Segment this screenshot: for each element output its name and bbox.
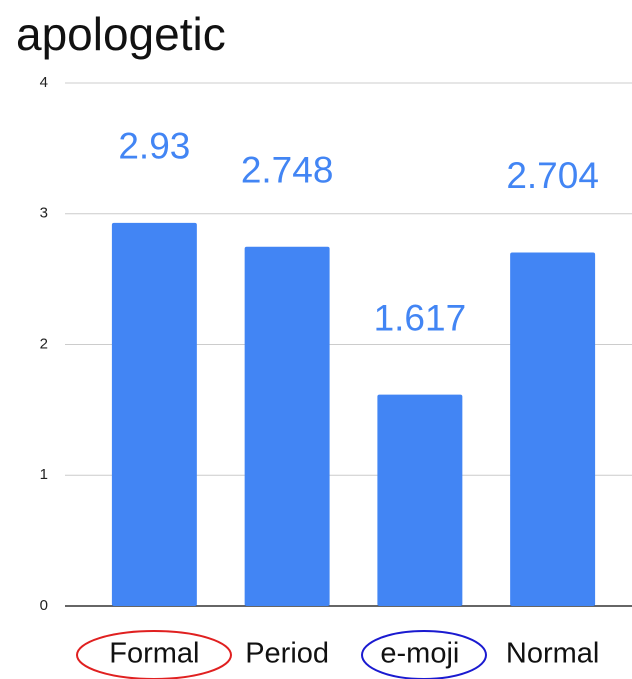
- x-tick-label: Period: [245, 638, 329, 670]
- data-label: 2.704: [506, 155, 599, 196]
- bar: [377, 394, 463, 606]
- x-tick-label: e-moji: [380, 638, 459, 670]
- bar: [111, 222, 197, 606]
- data-label: 2.748: [241, 149, 334, 190]
- y-tick-label: 2: [40, 335, 48, 352]
- y-tick-label: 4: [40, 74, 48, 91]
- bar: [244, 246, 330, 606]
- y-tick-label: 0: [40, 597, 48, 614]
- data-label: 1.617: [374, 297, 467, 338]
- x-tick-label: Formal: [109, 638, 199, 670]
- x-tick-label: Normal: [506, 638, 599, 670]
- highlight-ellipse: [76, 630, 232, 679]
- data-label: 2.93: [118, 126, 190, 167]
- y-tick-label: 1: [40, 466, 48, 483]
- highlight-ellipse: [361, 630, 487, 679]
- chart-title: apologetic: [16, 8, 226, 60]
- y-tick-label: 3: [40, 205, 48, 222]
- bar: [510, 252, 596, 606]
